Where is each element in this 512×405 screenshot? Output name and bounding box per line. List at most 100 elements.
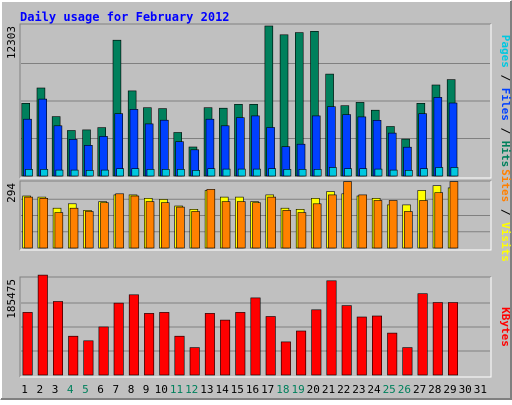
bar-kbytes-day-12 [189, 347, 200, 376]
panel-border-light [20, 181, 492, 251]
bar-files-day-28 [433, 97, 443, 177]
bar-pages-day-18 [283, 169, 292, 177]
x-tick-label-day-24: 24 [367, 383, 381, 396]
bar-files-day-20 [311, 115, 321, 177]
bar-files-day-7 [114, 113, 124, 177]
panel-visits-sites: 294 Sites / Visits [5, 169, 512, 262]
bar-files-day-15 [236, 117, 245, 177]
bar-pages-day-27 [420, 168, 428, 177]
x-tick-label-day-1: 1 [21, 383, 28, 396]
bar-kbytes-day-17 [265, 316, 276, 376]
bar-sites-day-18 [282, 210, 291, 249]
bar-pages-day-21 [328, 167, 337, 177]
bar-pages-day-26 [404, 170, 413, 177]
bar-pages-day-8 [131, 168, 140, 177]
x-tick-label-day-2: 2 [36, 383, 43, 396]
x-tick-label-day-16: 16 [246, 383, 259, 396]
panel-border-light [20, 277, 492, 378]
bar-files-day-25 [387, 132, 397, 177]
legend-separator: / [499, 68, 512, 88]
legend-entry-kbytes: KBytes [499, 307, 512, 347]
bar-sites-day-27 [419, 200, 428, 249]
x-tick-label-day-15: 15 [231, 383, 244, 396]
bar-kbytes-day-23 [356, 316, 367, 376]
panel-legend: Sites / Visits [499, 169, 512, 262]
panel-border-light [20, 24, 492, 179]
bar-files-day-9 [144, 123, 154, 177]
bar-pages-day-11 [177, 169, 185, 177]
bar-files-day-29 [448, 102, 458, 177]
bar-kbytes-day-20 [311, 309, 322, 376]
bar-sites-day-25 [388, 200, 398, 249]
bar-kbytes-day-29 [447, 302, 458, 376]
panel-legend: KBytes [499, 307, 512, 347]
legend-entry-visits: Visits [499, 222, 512, 262]
x-tick-label-day-28: 28 [428, 383, 441, 396]
bar-sites-day-6 [100, 202, 109, 249]
bar-pages-day-15 [237, 168, 246, 177]
bar-pages-day-4 [70, 169, 79, 177]
x-tick-label-day-8: 8 [128, 383, 135, 396]
x-tick-label-day-17: 17 [261, 383, 274, 396]
bar-kbytes-day-28 [432, 302, 443, 376]
bar-files-day-24 [372, 120, 382, 177]
panel-legend: Pages / Files / Hits [499, 35, 512, 168]
bar-files-day-21 [327, 106, 336, 177]
panel-ymax-label: 12303 [5, 26, 18, 59]
bar-kbytes-day-1 [22, 312, 33, 376]
bar-sites-day-15 [237, 201, 246, 249]
bar-pages-day-10 [161, 169, 170, 177]
x-axis-day-labels: 1 2 3 4 5 6 7 8 9 10 11 12 13 14 15 16 17 18 19 20 21 22 23 24 2… [21, 383, 487, 396]
bar-pages-day-9 [146, 169, 155, 177]
x-tick-label-day-5: 5 [82, 383, 89, 396]
bar-kbytes-day-11 [174, 335, 185, 376]
bar-kbytes-day-18 [280, 341, 291, 376]
bar-sites-day-7 [115, 193, 124, 249]
bar-kbytes-day-24 [371, 315, 382, 376]
bar-sites-day-23 [358, 194, 367, 249]
bar-files-day-2 [38, 98, 47, 177]
bar-files-day-23 [357, 116, 367, 177]
x-tick-label-day-14: 14 [215, 383, 229, 396]
x-tick-label-day-31: 31 [474, 383, 487, 396]
x-tick-label-day-23: 23 [352, 383, 365, 396]
bar-kbytes-day-14 [220, 319, 231, 376]
bar-pages-day-20 [313, 169, 322, 177]
bar-pages-day-25 [389, 169, 398, 177]
bar-sites-day-12 [191, 211, 200, 249]
bar-sites-day-4 [69, 207, 79, 249]
bar-kbytes-day-8 [128, 294, 139, 376]
panel-hits-files-pages: 12303 Pages / Files / Hits [5, 23, 512, 179]
bar-pages-day-13 [207, 168, 216, 177]
bar-kbytes-day-2 [37, 274, 48, 376]
bar-files-day-27 [418, 113, 427, 177]
bar-kbytes-day-26 [402, 347, 413, 376]
bar-pages-day-29 [450, 167, 459, 177]
bar-files-day-14 [220, 125, 230, 177]
panel-border-dark [19, 23, 491, 178]
x-tick-label-day-22: 22 [337, 383, 350, 396]
bar-sites-day-29 [449, 181, 459, 249]
bar-files-day-8 [129, 109, 139, 177]
bar-kbytes-day-16 [250, 297, 261, 376]
legend-separator: / [499, 202, 512, 222]
bar-sites-day-8 [130, 195, 140, 249]
bar-pages-day-22 [344, 168, 352, 177]
bar-files-day-22 [342, 114, 351, 177]
bar-sites-day-28 [434, 192, 443, 249]
x-tick-label-day-7: 7 [112, 383, 119, 396]
bar-sites-day-24 [373, 200, 383, 249]
bar-sites-day-11 [176, 206, 185, 249]
bar-kbytes-day-7 [113, 302, 124, 376]
bar-kbytes-day-13 [204, 313, 215, 376]
bar-pages-day-14 [222, 168, 231, 177]
bar-kbytes-day-5 [83, 340, 94, 376]
bar-kbytes-day-27 [417, 293, 428, 376]
bar-sites-day-3 [54, 212, 64, 249]
bar-kbytes-day-6 [98, 326, 109, 376]
legend-entry-sites: Sites [499, 169, 512, 202]
panel-ymax-label: 294 [5, 183, 18, 203]
x-tick-label-day-13: 13 [200, 383, 213, 396]
